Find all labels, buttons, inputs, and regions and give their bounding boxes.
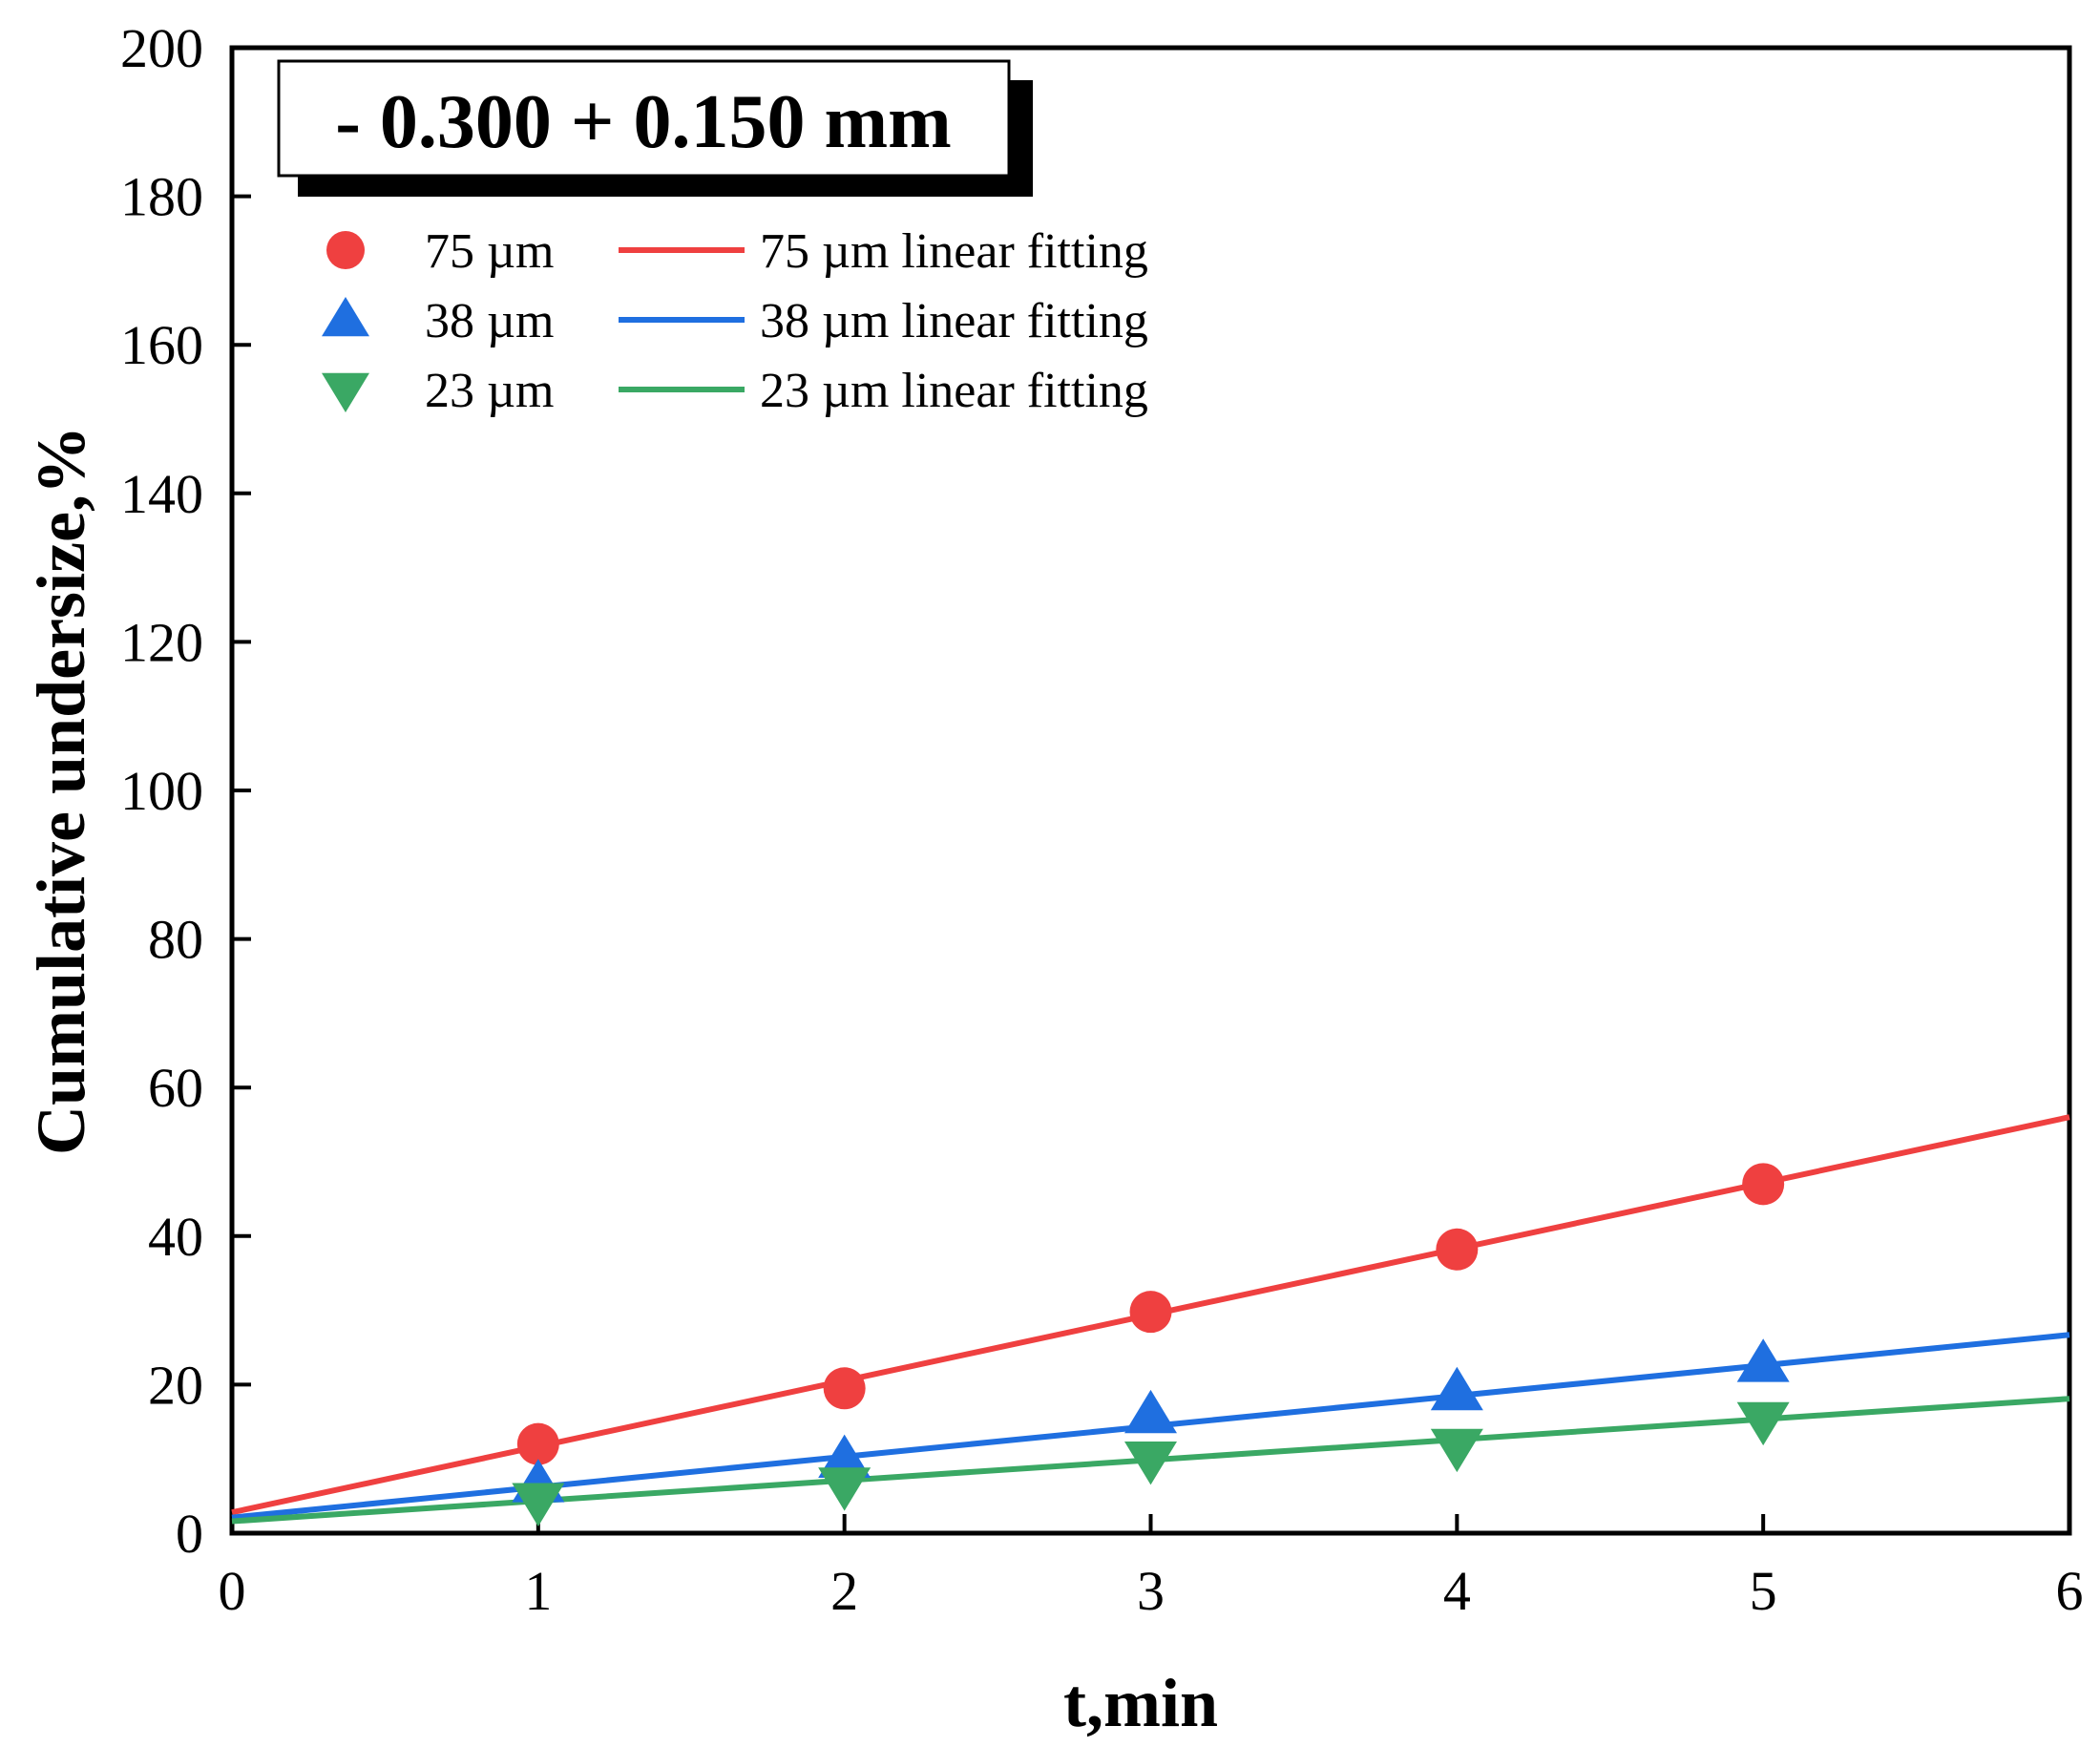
- y-axis: 0 20 40 60 80 100 120 140 160 180 200: [120, 17, 251, 1565]
- x-tick-label: 0: [219, 1560, 246, 1622]
- data-point-2-2: [1124, 1441, 1177, 1485]
- data-point-0-0: [516, 1422, 559, 1465]
- legend: 75 µm 75 µm linear fitting 38 µm 38 µm line…: [322, 224, 1148, 418]
- legend-marker-0: [326, 231, 365, 269]
- x-axis: 0 1 2 3 4 5 6: [219, 1514, 2084, 1622]
- data-point-0-2: [1129, 1291, 1172, 1334]
- y-tick-label: 80: [148, 909, 203, 971]
- x-tick-label: 1: [524, 1560, 552, 1622]
- y-axis-title: Cumulative undersize,%: [23, 426, 99, 1155]
- y-tick-label: 140: [120, 463, 203, 525]
- y-tick-label: 100: [120, 760, 203, 822]
- y-tick-label: 60: [148, 1057, 203, 1119]
- x-tick-label: 3: [1137, 1560, 1165, 1622]
- x-tick-label: 2: [830, 1560, 858, 1622]
- x-tick-label: 5: [1750, 1560, 1777, 1622]
- data-point-2-4: [1736, 1401, 1790, 1446]
- legend-fit-label-1: 38 µm linear fitting: [760, 294, 1148, 348]
- data-point-0-1: [823, 1367, 866, 1410]
- legend-fit-label-2: 23 µm linear fitting: [760, 364, 1148, 418]
- data-point-2-0: [512, 1483, 565, 1526]
- legend-label-2: 23 µm: [425, 364, 554, 418]
- y-tick-label: 180: [120, 166, 203, 228]
- data-point-1-4: [1736, 1338, 1790, 1382]
- data-point-2-3: [1430, 1428, 1483, 1473]
- data-point-1-3: [1430, 1366, 1483, 1411]
- data-markers: [512, 1163, 1790, 1526]
- y-tick-label: 160: [120, 314, 203, 376]
- data-point-1-2: [1124, 1389, 1177, 1434]
- y-tick-label: 200: [120, 17, 203, 79]
- legend-marker-2: [322, 372, 369, 412]
- legend-marker-1: [322, 297, 369, 337]
- legend-label-0: 75 µm: [425, 224, 554, 279]
- data-point-0-3: [1436, 1228, 1479, 1271]
- inset-title-box: - 0.300 + 0.150 mm: [277, 59, 1033, 197]
- data-point-1-1: [818, 1434, 872, 1478]
- data-point-0-4: [1742, 1163, 1785, 1206]
- y-tick-label: 120: [120, 611, 203, 673]
- inset-title: - 0.300 + 0.150 mm: [335, 80, 952, 164]
- x-tick-label: 6: [2056, 1560, 2084, 1622]
- inset-title-frame: [277, 59, 1011, 178]
- x-tick-label: 4: [1443, 1560, 1471, 1622]
- y-tick-label: 40: [148, 1206, 203, 1268]
- legend-label-1: 38 µm: [425, 294, 554, 348]
- y-tick-label: 20: [148, 1354, 203, 1416]
- legend-fit-label-0: 75 µm linear fitting: [760, 224, 1148, 279]
- x-axis-title: t,min: [1063, 1665, 1218, 1741]
- data-point-2-1: [818, 1467, 872, 1511]
- y-tick-label: 0: [176, 1503, 203, 1565]
